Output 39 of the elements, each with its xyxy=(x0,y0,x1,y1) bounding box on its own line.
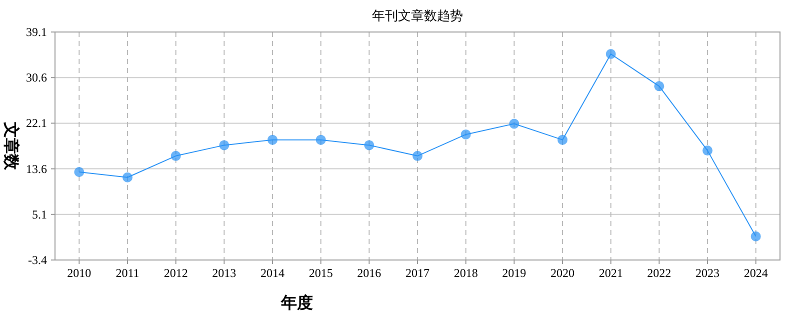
point xyxy=(606,48,616,59)
point xyxy=(268,134,278,145)
y-tick-label: 22.1 xyxy=(26,116,47,130)
point xyxy=(412,150,422,161)
point xyxy=(509,118,520,129)
x-tick-label: 2021 xyxy=(598,266,623,280)
x-axis-title: 年度 xyxy=(280,293,313,312)
point xyxy=(364,140,374,150)
point xyxy=(170,150,181,161)
x-tick-label: 2015 xyxy=(308,266,333,280)
y-tick-label: 30.6 xyxy=(26,70,47,85)
y-axis-title: 文章数 xyxy=(2,121,20,171)
y-tick-label: 13.6 xyxy=(26,162,47,176)
x-tick-label: 2023 xyxy=(696,266,720,280)
x-tick-label: 2024 xyxy=(744,266,768,280)
point xyxy=(316,134,326,145)
point xyxy=(702,146,712,156)
y-tick-label: 5.1 xyxy=(32,207,47,222)
x-tick-label: 2016 xyxy=(357,266,382,280)
x-tick-label: 2017 xyxy=(406,266,430,280)
x-tick-label: 2018 xyxy=(454,266,478,280)
x-tick-label: 2013 xyxy=(212,266,236,280)
point xyxy=(219,140,230,150)
y-tick-label: -3.4 xyxy=(28,253,47,267)
point xyxy=(460,129,471,140)
x-tick-label: 2022 xyxy=(647,266,672,280)
x-tick-label: 2014 xyxy=(260,266,284,280)
x-tick-label: 2011 xyxy=(116,266,140,280)
x-tick-label: 2012 xyxy=(164,266,188,280)
point xyxy=(558,134,568,145)
y-tick-label: 39.1 xyxy=(26,25,47,39)
point xyxy=(122,172,132,182)
x-tick-label: 2019 xyxy=(502,266,526,280)
chart-title: 年刊文章数趋势 xyxy=(372,8,463,23)
point xyxy=(74,167,84,178)
x-tick-label: 2010 xyxy=(67,266,92,280)
point xyxy=(654,81,664,92)
point xyxy=(750,231,761,242)
x-tick-label: 2020 xyxy=(550,266,574,280)
